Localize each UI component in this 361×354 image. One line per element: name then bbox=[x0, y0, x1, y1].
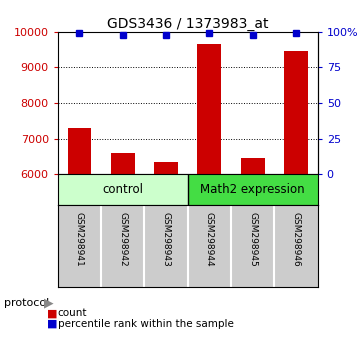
Title: GDS3436 / 1373983_at: GDS3436 / 1373983_at bbox=[107, 17, 269, 31]
Text: count: count bbox=[58, 308, 87, 318]
Text: ▶: ▶ bbox=[44, 296, 53, 309]
Bar bbox=[284, 51, 308, 174]
Text: Math2 expression: Math2 expression bbox=[200, 183, 305, 196]
Bar bbox=[197, 44, 221, 174]
Text: protocol: protocol bbox=[4, 298, 49, 308]
Text: GSM298942: GSM298942 bbox=[118, 212, 127, 267]
Bar bbox=[241, 158, 265, 174]
Text: control: control bbox=[102, 183, 143, 196]
Bar bbox=[188, 174, 318, 205]
Text: GSM298941: GSM298941 bbox=[75, 212, 84, 267]
Text: ■: ■ bbox=[47, 308, 57, 318]
Bar bbox=[68, 128, 91, 174]
Text: percentile rank within the sample: percentile rank within the sample bbox=[58, 319, 234, 329]
Text: GSM298944: GSM298944 bbox=[205, 212, 214, 267]
Bar bbox=[111, 153, 135, 174]
Bar bbox=[154, 162, 178, 174]
Text: GSM298943: GSM298943 bbox=[162, 212, 170, 267]
Text: GSM298945: GSM298945 bbox=[248, 212, 257, 267]
Text: GSM298946: GSM298946 bbox=[292, 212, 300, 267]
Text: ■: ■ bbox=[47, 319, 57, 329]
